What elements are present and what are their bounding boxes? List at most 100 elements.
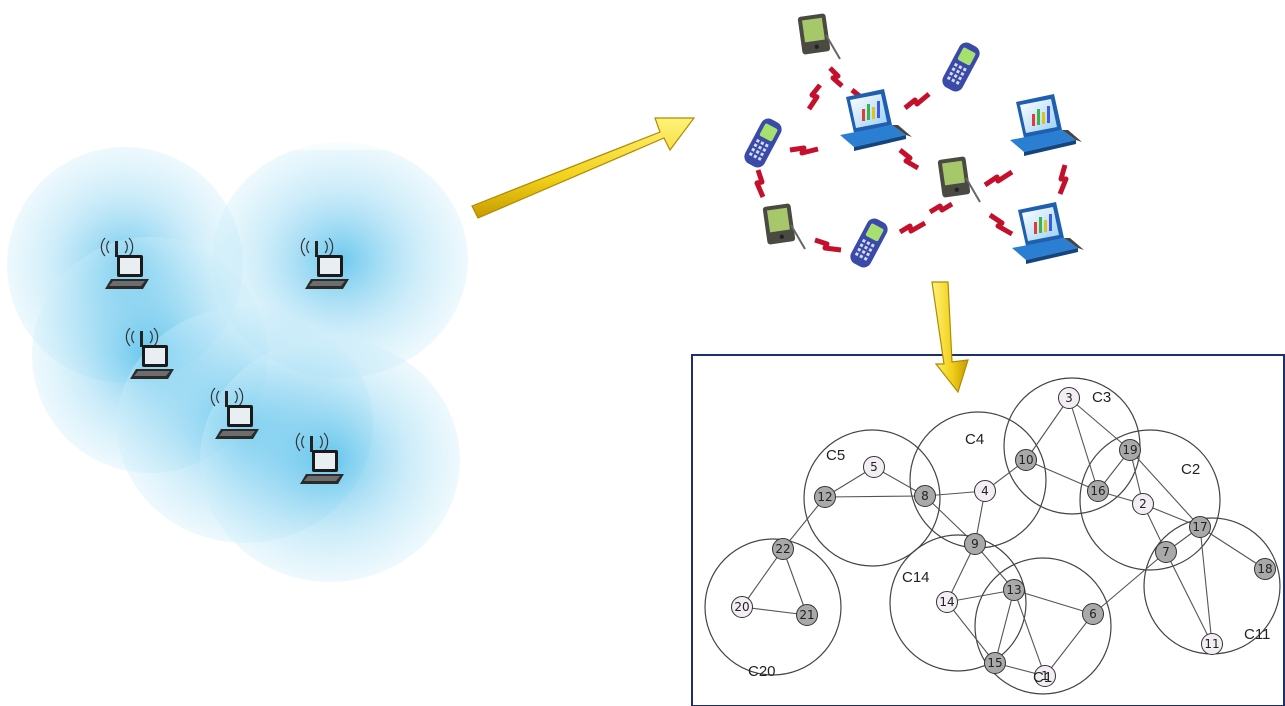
graph-node-label: 7 — [1162, 545, 1170, 559]
graph-node-circle — [1003, 579, 1025, 601]
graph-node-circle — [1015, 449, 1037, 471]
graph-node-circle — [731, 596, 753, 618]
graph-node-circle — [1155, 541, 1177, 563]
graph-node-label: 10 — [1018, 453, 1033, 467]
graph-edge — [782, 548, 808, 616]
graph-node-circle — [1034, 665, 1056, 687]
graph-node-circle — [914, 485, 936, 507]
graph-node-label: 1 — [1041, 669, 1049, 683]
pda-icon — [761, 202, 806, 250]
graph-node-label: 8 — [921, 489, 929, 503]
cluster-label-c3: C3 — [1092, 389, 1111, 406]
graph-node-label: 19 — [1122, 443, 1137, 457]
graph-node-label: 21 — [799, 608, 814, 622]
graph-node-circle — [1132, 493, 1154, 515]
mobile-phone-icon — [847, 215, 891, 271]
graph-node-circle — [974, 480, 996, 502]
graph-node: 17 — [1189, 516, 1211, 538]
graph-edges — [741, 397, 1266, 677]
graph-node-label: 15 — [987, 656, 1002, 670]
graph-node-circle — [1058, 387, 1080, 409]
graph-node-circle — [1119, 439, 1141, 461]
graph-node: 3 — [1058, 387, 1080, 409]
graph-node: 6 — [1082, 603, 1104, 625]
graph-node-label: 5 — [870, 460, 878, 474]
graph-node-label: 12 — [817, 490, 832, 504]
cluster-circle-c5 — [803, 429, 941, 567]
graph-node: 13 — [1003, 579, 1025, 601]
cluster-circle-c14 — [889, 534, 1027, 672]
graph-node: 1 — [1034, 665, 1056, 687]
graph-edge — [824, 495, 926, 498]
graph-node: 19 — [1119, 439, 1141, 461]
graph-node: 12 — [814, 486, 836, 508]
graph-node-circle — [1189, 516, 1211, 538]
cluster-circle-c2 — [1079, 429, 1221, 571]
graph-node: 15 — [984, 652, 1006, 674]
cluster-label-c11: C11 — [1244, 626, 1270, 643]
label-placeholder — [280, 110, 535, 150]
graph-edge — [1165, 551, 1213, 645]
cluster-circles — [704, 377, 1281, 695]
graph-node-circle — [1082, 603, 1104, 625]
cluster-graph-frame — [691, 354, 1285, 706]
graph-node-label: 13 — [1006, 583, 1021, 597]
coverage-cells — [7, 142, 468, 582]
graph-edge — [1013, 589, 1046, 677]
graph-node: 21 — [796, 604, 818, 626]
graph-node: 5 — [863, 456, 885, 478]
graph-node-label: 6 — [1089, 607, 1097, 621]
graph-node-label: 17 — [1192, 520, 1207, 534]
graph-node-label: 18 — [1257, 562, 1272, 576]
cluster-label-c5: C5 — [826, 447, 845, 464]
graph-node-circle — [1087, 480, 1109, 502]
cluster-circle-c20 — [704, 538, 842, 676]
graph-node: 9 — [964, 533, 986, 555]
mobile-phone-icon — [939, 39, 983, 95]
graph-node-label: 16 — [1090, 484, 1105, 498]
graph-edge — [1044, 613, 1094, 677]
graph-node-circle — [984, 652, 1006, 674]
graph-edge — [1068, 397, 1099, 492]
graph-edge — [946, 589, 1015, 603]
graph-node-circle — [936, 591, 958, 613]
graph-edge — [1199, 526, 1266, 570]
mobile-phone-icon — [741, 115, 785, 171]
cluster-label-c1: C1 — [1033, 669, 1052, 686]
graph-node: 7 — [1155, 541, 1177, 563]
cluster-label-c2: C2 — [1181, 461, 1200, 478]
graph-node-circle — [772, 538, 794, 560]
graph-node-circle — [863, 456, 885, 478]
graph-edge — [1025, 397, 1070, 461]
radio-links — [754, 66, 1069, 253]
laptop-icon — [1010, 94, 1082, 156]
graph-node-label: 11 — [1204, 637, 1219, 651]
graph-edge — [1013, 589, 1094, 615]
graph-node-label: 9 — [971, 537, 979, 551]
graph-node: 22 — [772, 538, 794, 560]
graph-edge — [1129, 449, 1201, 528]
graph-node: 18 — [1254, 558, 1276, 580]
graph-node: 10 — [1015, 449, 1037, 471]
graph-node-circle — [796, 604, 818, 626]
graph-node: 20 — [731, 596, 753, 618]
graph-edge — [924, 495, 976, 545]
graph-node: 8 — [914, 485, 936, 507]
laptop-icon — [1012, 202, 1084, 264]
cluster-label-c20: C20 — [748, 663, 776, 680]
graph-node-label: 20 — [734, 600, 749, 614]
cluster-label-c4: C4 — [965, 431, 984, 448]
pda-icon — [796, 12, 841, 60]
graph-node-label: 2 — [1139, 497, 1147, 511]
graph-node: 4 — [974, 480, 996, 502]
graph-edge — [1025, 459, 1099, 492]
graph-edge — [1199, 526, 1213, 645]
graph-node-circle — [1201, 633, 1223, 655]
cluster-circle-c1 — [974, 557, 1112, 695]
graph-node: 16 — [1087, 480, 1109, 502]
graph-edge — [1068, 397, 1131, 451]
graph-edge — [946, 601, 996, 664]
graph-node: 11 — [1201, 633, 1223, 655]
